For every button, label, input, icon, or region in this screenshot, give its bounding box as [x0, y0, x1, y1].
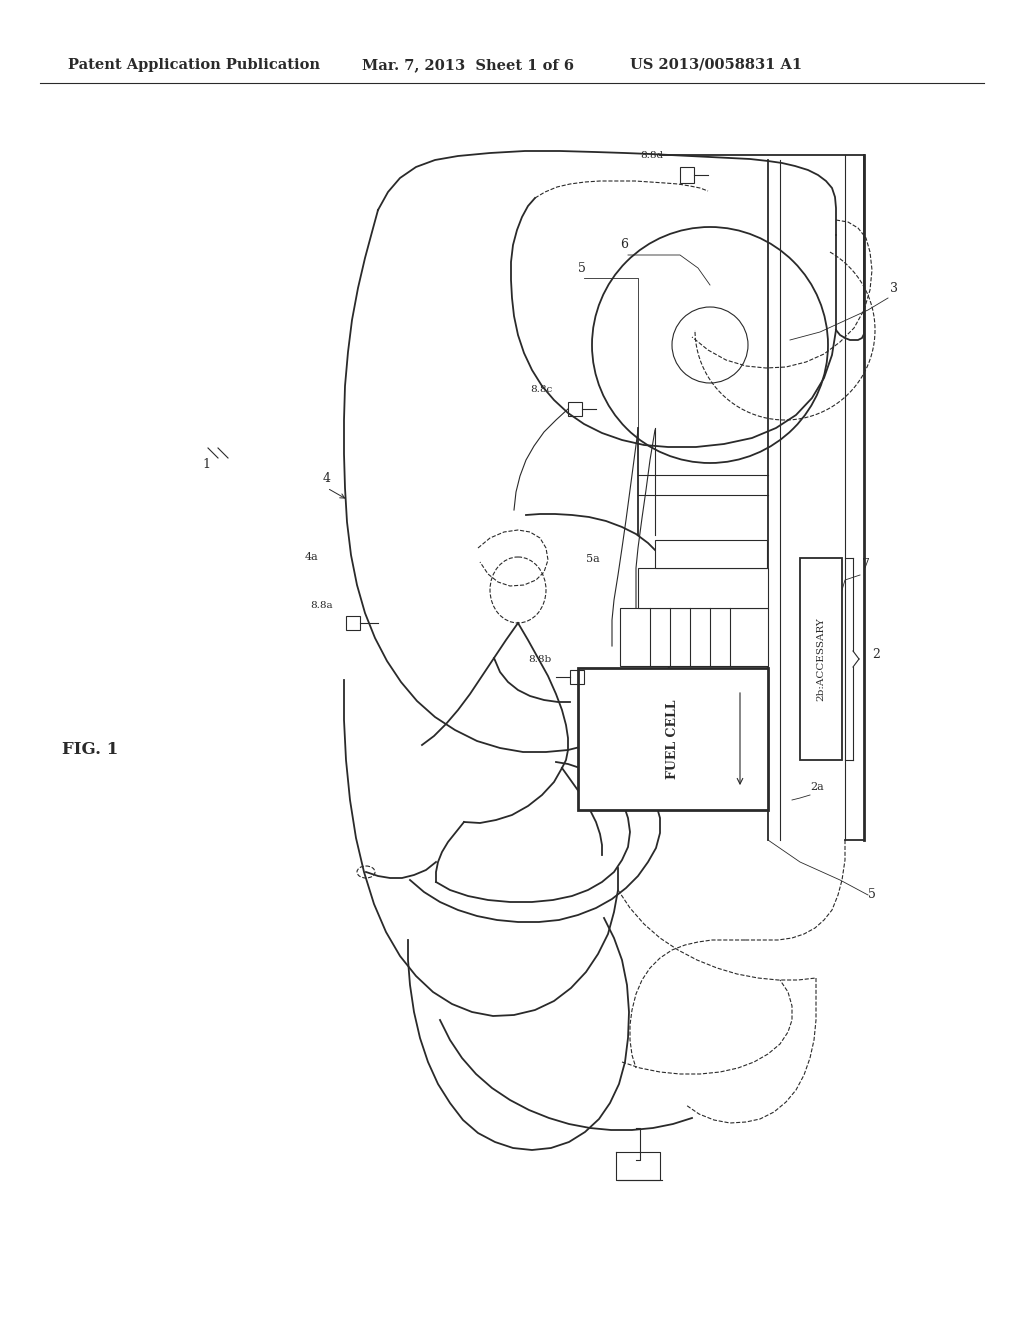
Text: 8.8b: 8.8b [528, 655, 551, 664]
Text: Mar. 7, 2013  Sheet 1 of 6: Mar. 7, 2013 Sheet 1 of 6 [362, 58, 574, 73]
Text: US 2013/0058831 A1: US 2013/0058831 A1 [630, 58, 802, 73]
Text: 7: 7 [862, 558, 869, 572]
Bar [655, 540, 767, 568]
Text: 3: 3 [890, 282, 898, 294]
Text: FIG. 1: FIG. 1 [62, 742, 118, 759]
Text: 2a: 2a [810, 781, 823, 792]
Text: 2b:ACCESSARY: 2b:ACCESSARY [816, 618, 825, 701]
Bar [620, 609, 768, 667]
Text: 5: 5 [578, 261, 586, 275]
Text: 5a: 5a [586, 554, 600, 564]
Text: 1: 1 [202, 458, 210, 471]
Text: 5: 5 [868, 888, 876, 902]
Text: 6: 6 [620, 238, 628, 251]
Text: 8.8c: 8.8c [530, 385, 552, 393]
Bar [680, 168, 694, 183]
Text: 4a: 4a [305, 552, 318, 562]
Text: 8.8d: 8.8d [640, 150, 664, 160]
Text: 8.8a: 8.8a [310, 601, 333, 610]
Text: 2: 2 [872, 648, 880, 661]
Bar [638, 568, 768, 609]
Bar [570, 671, 584, 684]
Bar [346, 616, 360, 630]
Text: Patent Application Publication: Patent Application Publication [68, 58, 319, 73]
Bar [578, 668, 768, 810]
Text: FUEL CELL: FUEL CELL [667, 700, 680, 779]
Text: 4: 4 [323, 473, 331, 484]
Bar [568, 403, 582, 416]
Bar [800, 558, 842, 760]
